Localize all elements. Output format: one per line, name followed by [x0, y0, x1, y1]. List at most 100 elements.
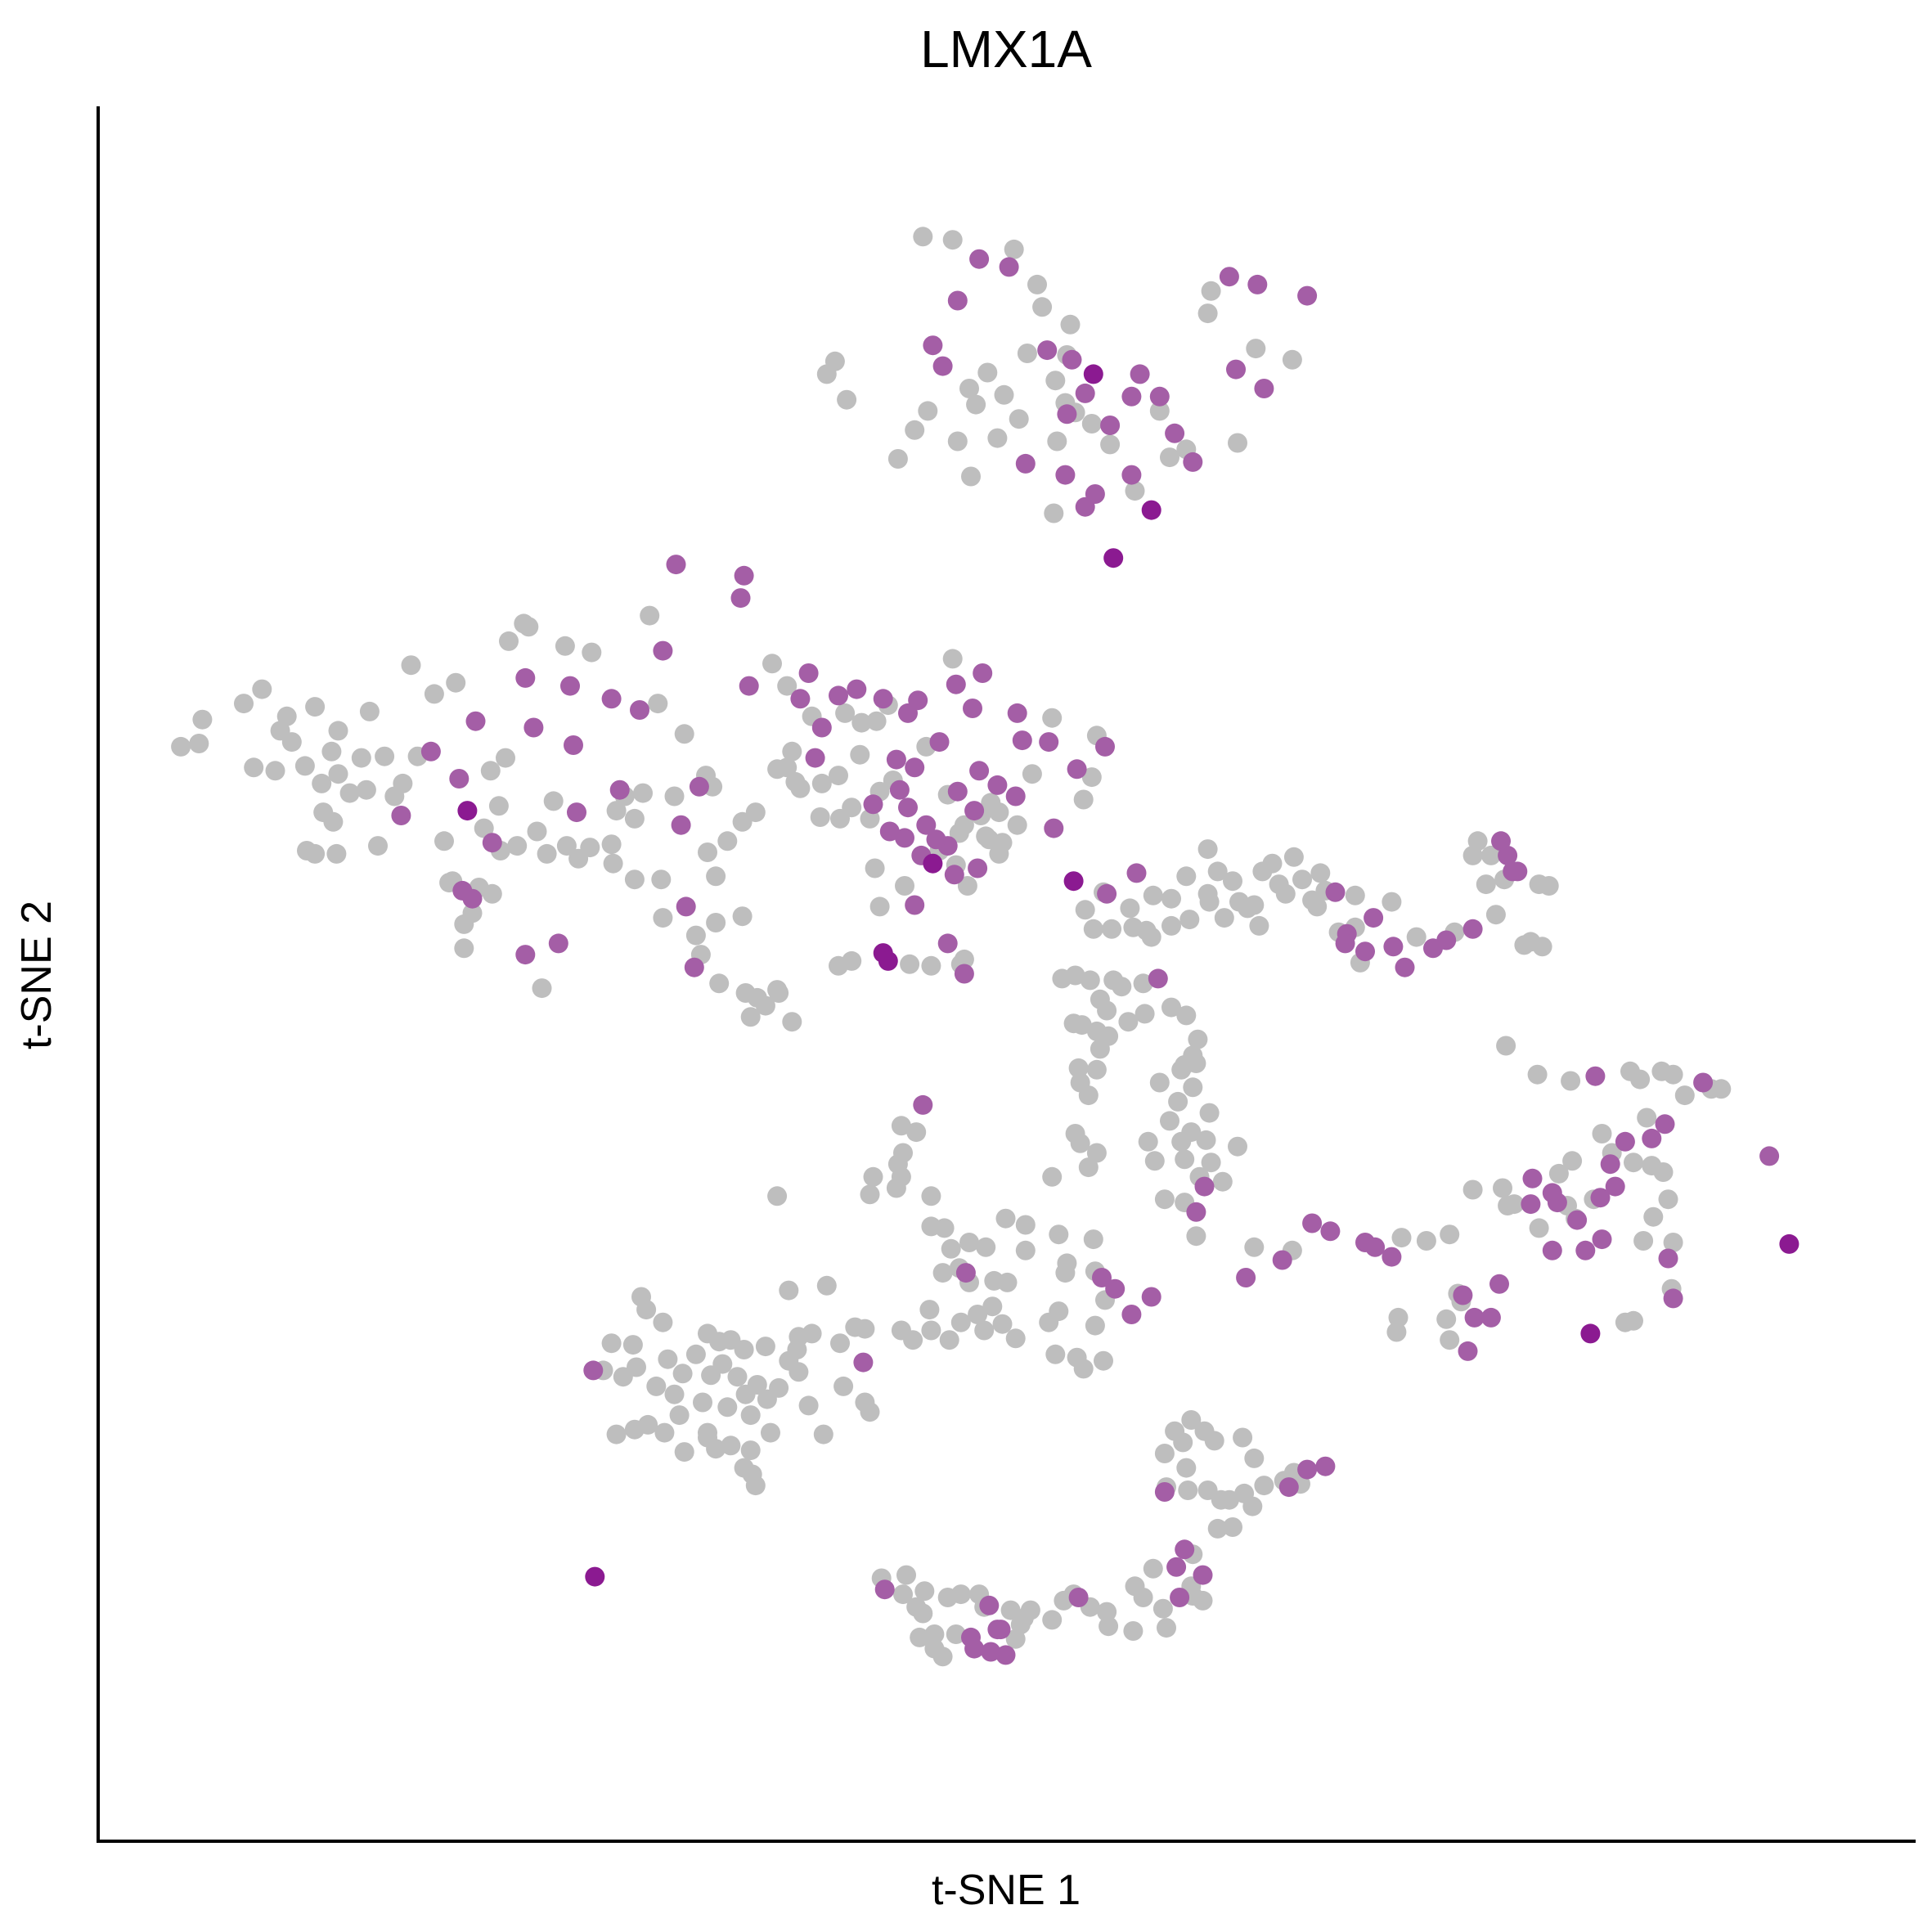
scatter-point	[1233, 1427, 1253, 1448]
scatter-point	[1067, 759, 1087, 780]
scatter-point	[1097, 1602, 1117, 1622]
scatter-point	[1674, 1085, 1695, 1106]
scatter-point	[798, 1395, 819, 1416]
scatter-point	[1173, 1432, 1193, 1453]
scatter-point	[932, 1263, 953, 1283]
scatter-point	[950, 1312, 971, 1332]
scatter-point	[326, 843, 347, 864]
scatter-point	[1335, 933, 1355, 954]
scatter-point	[1060, 314, 1081, 335]
scatter-point	[1779, 1233, 1799, 1254]
scatter-point	[789, 1362, 809, 1382]
scatter-point	[1086, 1143, 1107, 1163]
scatter-point	[653, 640, 673, 661]
scatter-point	[1355, 1233, 1375, 1252]
scatter-point	[987, 775, 1008, 795]
scatter-point	[312, 773, 332, 793]
scatter-point	[252, 679, 272, 699]
scatter-point	[1238, 898, 1258, 919]
scatter-point	[1207, 861, 1228, 882]
scatter-point	[424, 684, 444, 704]
scatter-point	[1121, 1305, 1142, 1324]
scatter-point	[987, 428, 1008, 448]
scatter-point	[1201, 1152, 1221, 1173]
scatter-point	[1249, 915, 1269, 936]
scatter-point	[1052, 968, 1072, 989]
scatter-point	[1007, 703, 1027, 723]
scatter-point	[1302, 1213, 1323, 1233]
scatter-point	[1462, 845, 1483, 865]
scatter-point	[906, 1122, 927, 1143]
scatter-point	[323, 811, 344, 832]
scatter-point	[997, 1272, 1018, 1292]
scatter-point	[976, 1237, 996, 1257]
scatter-point	[1496, 1036, 1516, 1056]
scatter-point	[1605, 1176, 1625, 1197]
scatter-point	[851, 712, 872, 733]
scatter-point	[1141, 1287, 1161, 1307]
scatter-point	[646, 1376, 667, 1396]
scatter-point	[905, 895, 925, 915]
scatter-point	[1130, 364, 1150, 384]
scatter-point	[968, 1305, 988, 1324]
scatter-point	[1073, 789, 1094, 810]
scatter-point	[1149, 1072, 1170, 1093]
scatter-point	[653, 1312, 673, 1332]
scatter-point	[499, 631, 519, 651]
scatter-point	[919, 1300, 940, 1320]
scatter-point	[1078, 1085, 1099, 1106]
scatter-point	[1196, 1130, 1216, 1150]
scatter-point	[717, 1397, 738, 1418]
scatter-point	[654, 1422, 675, 1443]
scatter-point	[947, 781, 968, 802]
scatter-point	[767, 980, 788, 1000]
scatter-point	[1078, 1157, 1099, 1178]
scatter-point	[1099, 1616, 1119, 1637]
scatter-point	[1102, 919, 1122, 939]
scatter-point	[905, 757, 925, 778]
scatter-point	[944, 865, 964, 885]
scatter-point	[684, 957, 704, 977]
scatter-point	[811, 773, 832, 793]
scatter-point	[1073, 1359, 1094, 1379]
scatter-point	[488, 796, 509, 816]
scatter-point	[1282, 349, 1302, 370]
scatter-point	[1637, 1108, 1657, 1128]
scatter-point	[669, 1405, 690, 1426]
scatter-point	[1244, 1237, 1265, 1257]
scatter-point	[1171, 1131, 1192, 1152]
scatter-point	[1462, 1179, 1483, 1200]
scatter-point	[1275, 883, 1296, 904]
scatter-point	[1567, 1210, 1588, 1230]
scatter-point	[653, 908, 673, 928]
scatter-point	[454, 938, 474, 959]
scatter-point	[356, 780, 376, 800]
scatter-point	[863, 794, 883, 815]
scatter-point	[1086, 1059, 1107, 1080]
scatter-point	[1592, 1229, 1612, 1250]
scatter-point	[1643, 1206, 1664, 1227]
scatter-point	[1054, 1590, 1074, 1611]
scatter-point	[926, 829, 946, 850]
scatter-point	[1302, 890, 1323, 910]
scatter-point	[1315, 1456, 1336, 1476]
scatter-point	[1345, 885, 1365, 905]
scatter-point	[1693, 1072, 1714, 1093]
scatter-point	[747, 987, 767, 1008]
scatter-point	[1154, 1482, 1175, 1502]
scatter-point	[1105, 1278, 1126, 1299]
scatter-point	[1542, 1183, 1562, 1203]
scatter-point	[1118, 1012, 1139, 1032]
scatter-point	[1178, 1480, 1198, 1500]
scatter-point	[671, 815, 691, 835]
scatter-point	[519, 617, 539, 637]
scatter-point	[1562, 1151, 1583, 1171]
scatter-point	[1152, 1598, 1173, 1619]
scatter-point	[1228, 1136, 1247, 1157]
scatter-point	[813, 1424, 833, 1445]
scatter-point	[969, 761, 990, 781]
scatter-point	[1042, 1610, 1063, 1630]
scatter-point	[1663, 1064, 1683, 1085]
scatter-point	[1199, 892, 1220, 912]
scatter-point	[941, 1238, 961, 1259]
